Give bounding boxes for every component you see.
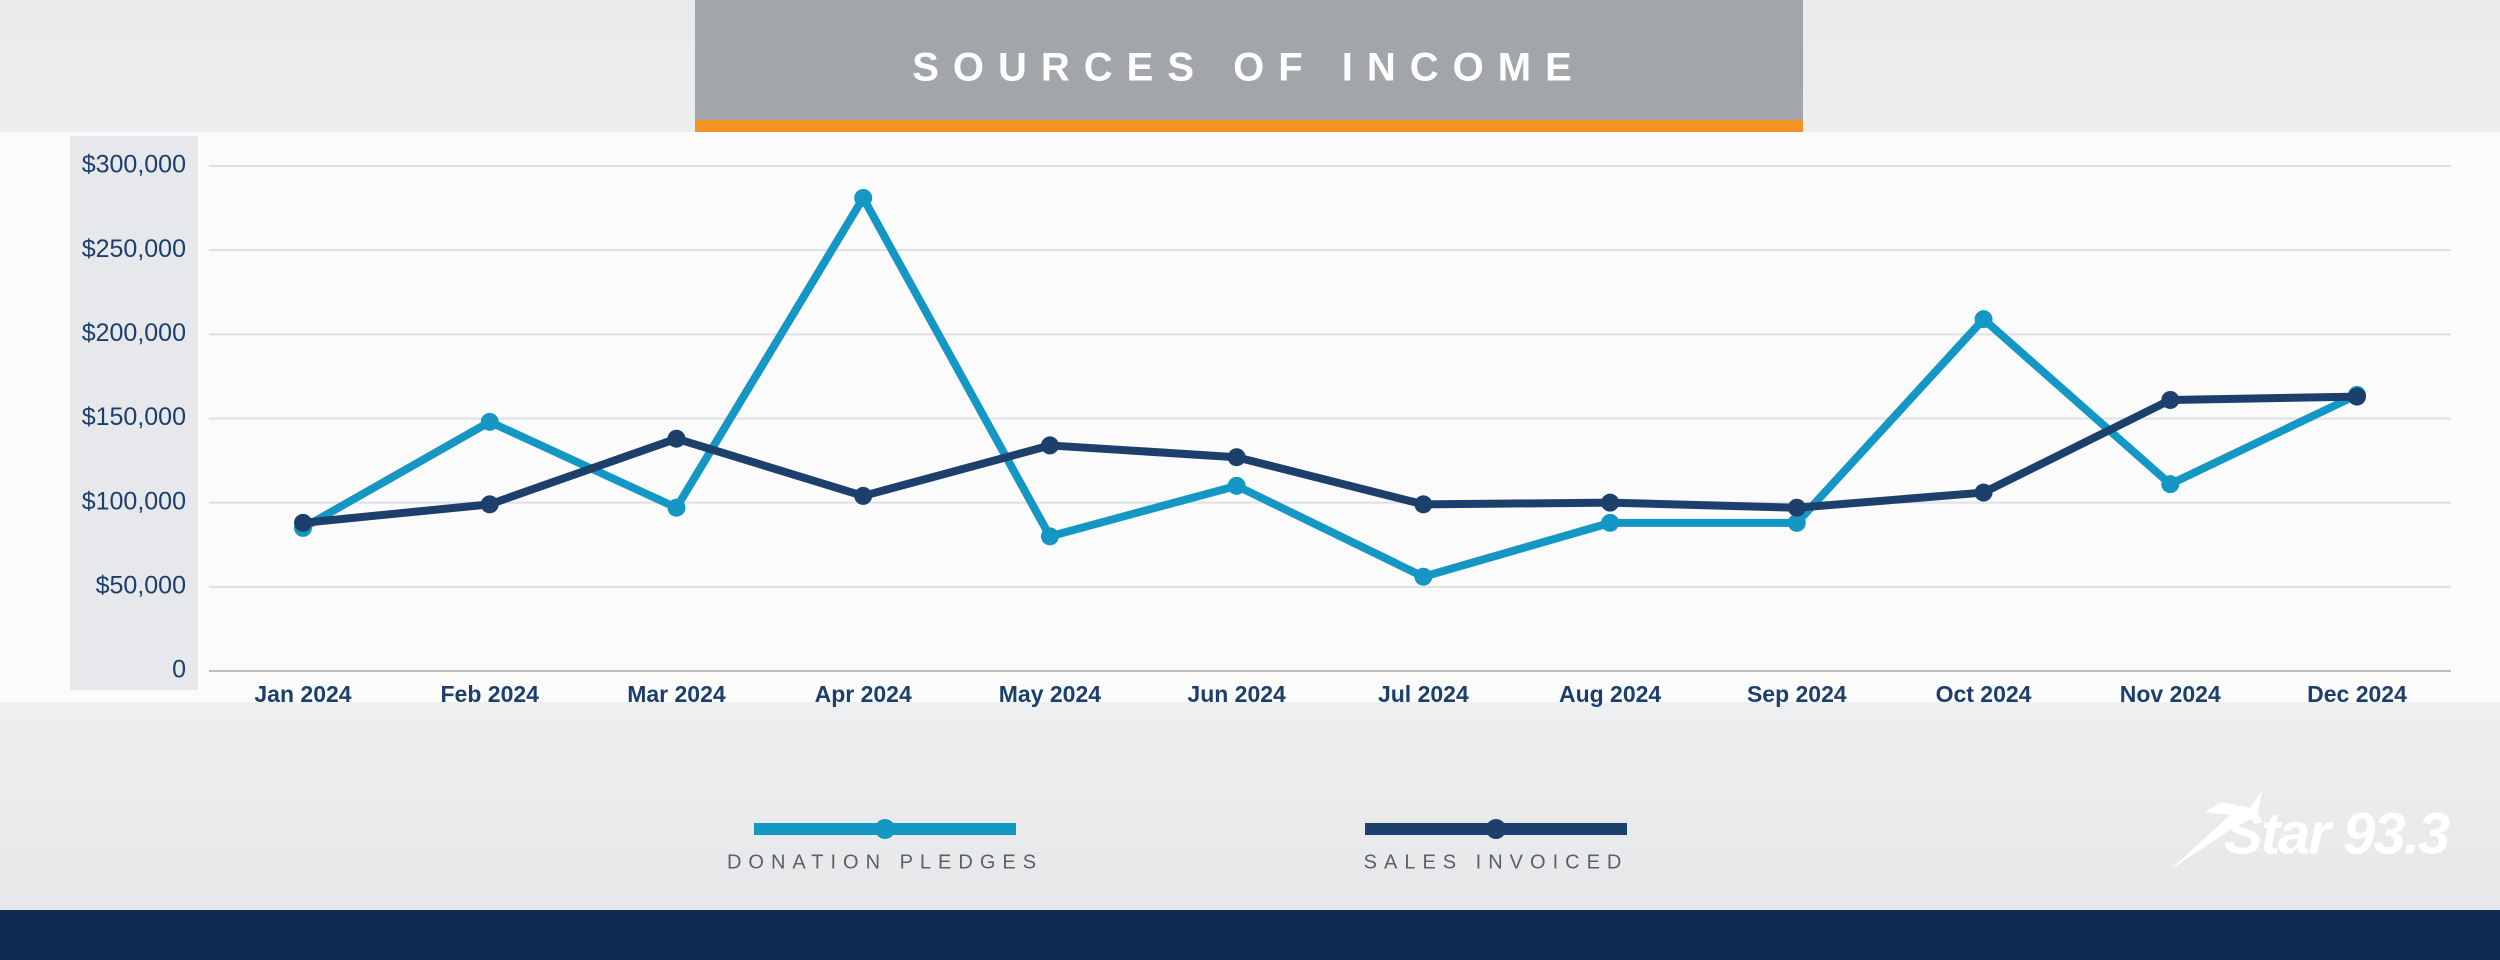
series	[294, 188, 2366, 586]
data-point	[480, 495, 499, 514]
data-point	[480, 412, 499, 431]
y-tick-label: 0	[172, 656, 186, 684]
data-point	[2161, 390, 2180, 409]
data-point	[1974, 483, 1993, 502]
y-tick-label: $300,000	[82, 151, 186, 179]
x-tick-label: Apr 2024	[815, 681, 912, 707]
title-underline	[695, 120, 1803, 132]
data-point	[1414, 495, 1433, 514]
x-tick-label: Jan 2024	[254, 681, 351, 707]
x-tick-label: Jun 2024	[1187, 681, 1286, 707]
x-tick-label: Mar 2024	[627, 681, 726, 707]
data-point	[1040, 527, 1059, 546]
data-point	[667, 498, 686, 517]
y-tick-label: $150,000	[82, 403, 186, 431]
x-tick-label: Oct 2024	[1936, 681, 2032, 707]
x-tick-label: Feb 2024	[441, 681, 540, 707]
data-point	[1227, 476, 1246, 495]
footer-bar	[0, 910, 2500, 960]
brand-logo: Star 93.3	[2170, 790, 2452, 870]
x-tick-label: Nov 2024	[2120, 681, 2221, 707]
y-tick-label: $100,000	[82, 487, 186, 515]
data-point	[1601, 493, 1620, 512]
x-tick-label: Jul 2024	[1378, 681, 1469, 707]
data-point	[1414, 567, 1433, 586]
title-banner	[695, 0, 1803, 120]
series-line	[301, 193, 2359, 581]
series	[294, 387, 2366, 532]
x-tick-label: Sep 2024	[1747, 681, 1847, 707]
legend-marker	[1486, 819, 1506, 839]
series-line	[302, 392, 2358, 527]
data-point	[667, 429, 686, 448]
data-point	[2348, 387, 2366, 406]
brand-text: Star 93.3	[2224, 801, 2450, 866]
legend-label: SALES INVOICED	[1364, 851, 1629, 873]
chart-title: SOURCES OF INCOME	[912, 46, 1586, 90]
y-axis-panel	[70, 136, 198, 690]
data-point	[294, 513, 312, 532]
data-point	[1974, 310, 1993, 329]
data-point	[854, 486, 873, 505]
x-tick-label: Aug 2024	[1559, 681, 1661, 707]
data-point	[1227, 448, 1246, 467]
data-point	[854, 188, 873, 207]
y-tick-label: $200,000	[82, 319, 186, 347]
data-point	[1601, 513, 1620, 532]
y-tick-label: $50,000	[96, 571, 186, 599]
data-point	[1040, 436, 1059, 455]
x-tick-label: May 2024	[999, 681, 1102, 707]
legend-marker	[875, 819, 895, 839]
x-tick-label: Dec 2024	[2307, 681, 2407, 707]
data-point	[1787, 513, 1806, 532]
legend-label: DONATION PLEDGES	[727, 851, 1043, 873]
data-point	[1787, 498, 1806, 517]
y-tick-label: $250,000	[82, 235, 186, 263]
plot-panel	[0, 132, 2500, 702]
logo-star	[2170, 790, 2262, 870]
data-point	[2161, 475, 2180, 494]
